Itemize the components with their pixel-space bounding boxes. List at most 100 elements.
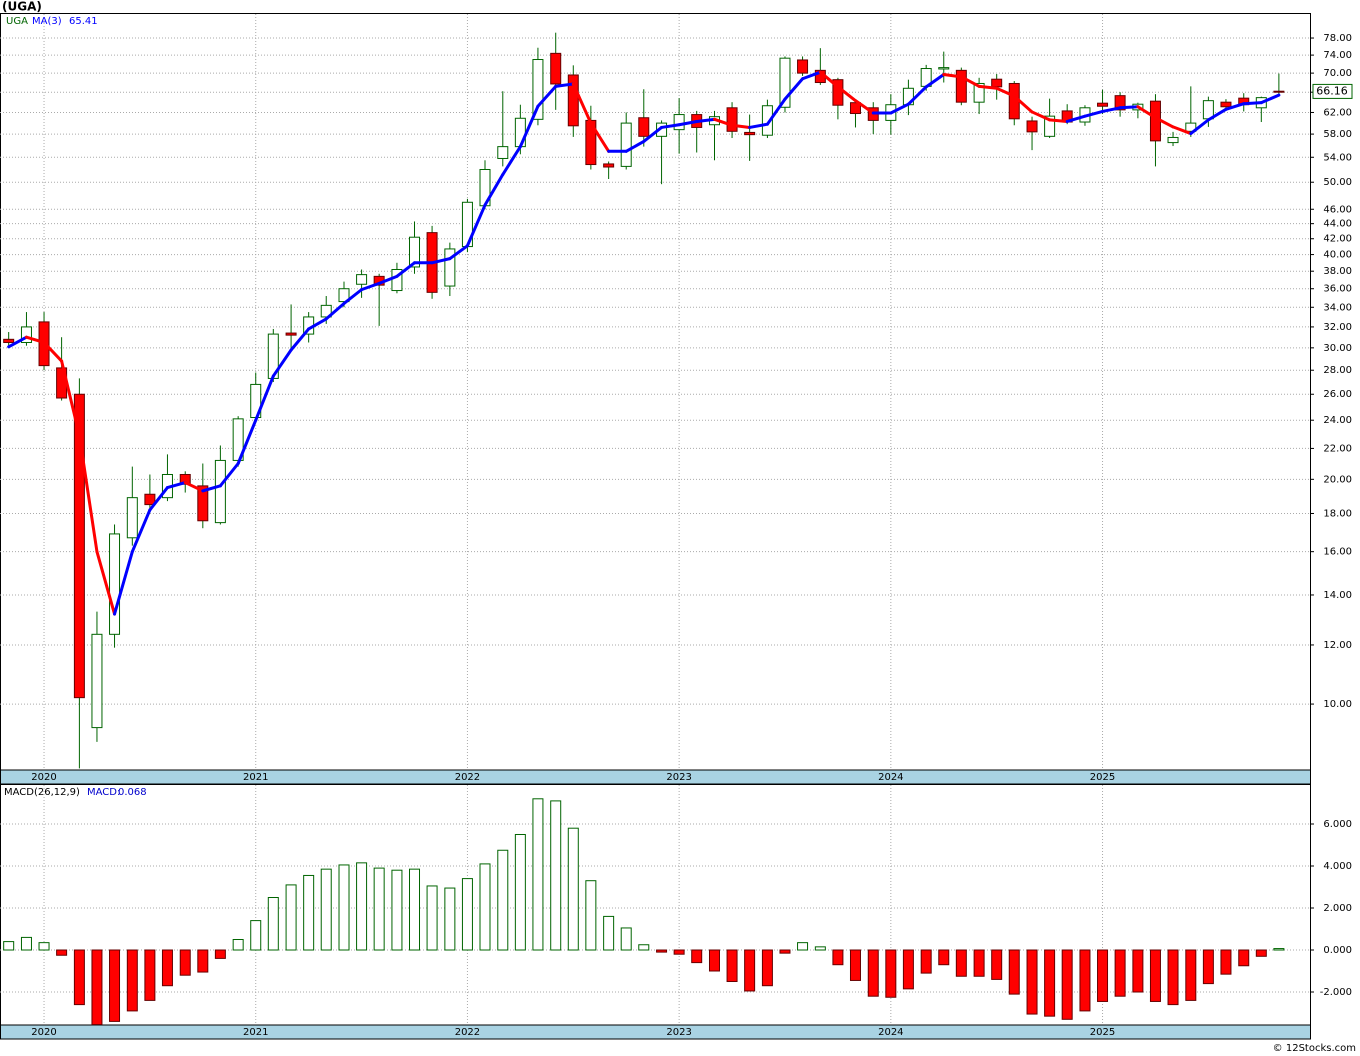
macd-bar — [1273, 948, 1285, 951]
ma-line — [1118, 105, 1140, 110]
macd-bar — [955, 949, 967, 977]
macd-bar — [1185, 949, 1197, 1001]
last-price-box — [1312, 83, 1353, 99]
ma-line — [765, 97, 787, 126]
macd-bar — [938, 949, 950, 966]
legend-value: 0.068 — [118, 787, 147, 798]
ma-line — [836, 85, 857, 103]
macd-bar — [779, 949, 791, 954]
ma-line — [712, 117, 734, 127]
macd-bar — [1132, 949, 1144, 993]
y-tick-label: 20.00 — [1323, 474, 1352, 485]
ma-line — [783, 77, 805, 101]
ma-line — [42, 340, 64, 363]
y-tick-label: 26.00 — [1323, 389, 1352, 400]
candle-body — [603, 163, 615, 168]
macd-bar — [444, 887, 456, 951]
y-tick-label: 74.00 — [1323, 50, 1352, 61]
ma-line — [1189, 118, 1210, 136]
y-tick-label: 38.00 — [1323, 266, 1352, 277]
ma-line — [942, 73, 963, 79]
y-tick-label: 46.00 — [1323, 204, 1352, 215]
macd-bar — [426, 885, 438, 951]
candle-body — [1026, 120, 1038, 133]
ma-line — [148, 486, 169, 512]
ma-line — [977, 84, 999, 90]
candle-body — [1097, 102, 1109, 107]
macd-bar — [532, 798, 544, 951]
ma-line — [465, 203, 487, 248]
candle-body — [638, 117, 650, 137]
y-tick-label: 2.000 — [1323, 903, 1352, 914]
candle-body — [779, 57, 791, 108]
macd-bar — [1202, 949, 1214, 985]
macd-bar — [109, 949, 121, 1022]
y-tick-label: 40.00 — [1323, 250, 1352, 261]
candle-body — [73, 393, 85, 699]
ma-line — [324, 301, 346, 321]
candle-body — [550, 52, 562, 85]
macd-bar — [38, 942, 50, 951]
ma-line — [448, 244, 469, 261]
ma-line — [924, 73, 946, 89]
macd-bar — [250, 920, 262, 951]
macd-bar — [373, 867, 385, 951]
macd-bar — [391, 869, 403, 951]
ma-line — [624, 139, 646, 153]
candle-body — [444, 248, 456, 287]
macd-bar — [1167, 949, 1179, 1006]
ma-line — [730, 123, 752, 129]
y-tick-label: 22.00 — [1323, 443, 1352, 454]
macd-bar — [267, 897, 279, 951]
footer: © 12Stocks.com — [1273, 1043, 1356, 1054]
x-tick-label: 2025 — [1090, 1027, 1115, 1038]
ma-line — [571, 82, 593, 125]
x-tick-label: 2023 — [666, 772, 691, 783]
candle-body — [973, 82, 985, 103]
y-tick-label: 30.00 — [1323, 343, 1352, 354]
ma-line — [430, 257, 452, 265]
macd-bar — [814, 946, 826, 951]
ma-line — [7, 335, 28, 349]
candle-body — [1273, 90, 1285, 93]
last-price: 66.16 — [1316, 84, 1348, 97]
candle-body — [567, 74, 579, 127]
candle-body — [797, 59, 809, 74]
candle-body — [197, 485, 209, 522]
ma-line — [801, 70, 822, 81]
y-tick-label: 0.000 — [1323, 945, 1352, 956]
ma-line — [1242, 101, 1263, 106]
y-tick-label: 6.000 — [1323, 819, 1352, 830]
candle-body — [532, 59, 544, 120]
macd-bar — [3, 941, 15, 951]
macd-bar — [761, 949, 773, 987]
macd-bar — [126, 949, 138, 1012]
macd-bar — [91, 949, 103, 1026]
legend-caption: MACD: — [87, 787, 120, 798]
candle-body — [991, 78, 1003, 88]
y-tick-label: 78.00 — [1323, 33, 1352, 44]
candle-body — [1044, 115, 1056, 137]
macd-bar — [461, 878, 473, 951]
ma-line — [289, 327, 311, 352]
ma-line — [1101, 106, 1122, 113]
x-tick-label: 2023 — [666, 1027, 691, 1038]
y-tick-label: 32.00 — [1323, 322, 1352, 333]
x-tick-label: 2022 — [455, 1027, 480, 1038]
macd-bar — [303, 874, 315, 951]
macd-bar — [673, 949, 685, 955]
y-tick-label: 44.00 — [1323, 219, 1352, 230]
macd-bar — [56, 949, 68, 956]
candle-body — [955, 69, 967, 103]
candle-body — [126, 497, 138, 539]
candle-body — [285, 332, 297, 336]
y-tick-label: 70.00 — [1323, 68, 1352, 79]
ma-line — [1206, 107, 1228, 122]
ma-line — [130, 508, 152, 554]
candle-body — [391, 268, 403, 292]
ma-line — [589, 121, 611, 153]
macd-bar — [744, 949, 756, 992]
y-tick-label: 42.00 — [1323, 234, 1352, 245]
macd-bar — [1061, 949, 1073, 1020]
macd-bar — [320, 868, 332, 951]
